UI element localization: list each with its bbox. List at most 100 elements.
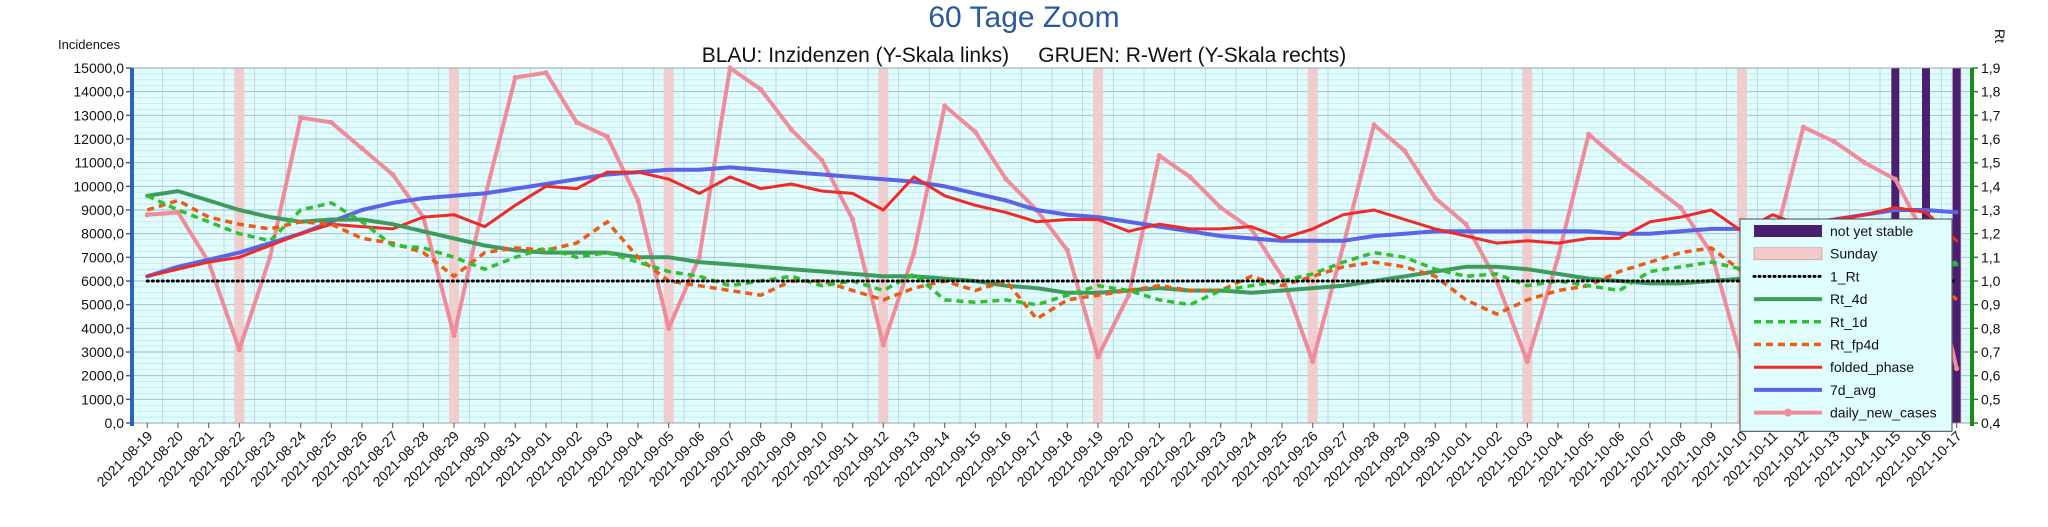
legend-label: folded_phase	[1830, 359, 1914, 375]
series-folded-phase	[145, 170, 1959, 278]
sunday-band	[1522, 68, 1533, 423]
legend-label: Rt_4d	[1830, 291, 1867, 307]
daily-new-cases-point	[942, 103, 948, 109]
daily-new-cases-point	[1064, 247, 1070, 253]
daily-new-cases-point	[574, 119, 580, 126]
daily-new-cases-point	[880, 342, 886, 348]
legend-label: daily_new_cases	[1830, 405, 1937, 421]
daily-new-cases-point	[236, 347, 242, 353]
daily-new-cases-point	[1218, 205, 1224, 211]
y-tick-label-right: 1,8	[1981, 84, 2001, 100]
y-tick-label-left: 1000,0	[81, 391, 124, 407]
y-tick-label-right: 1,9	[1981, 60, 2001, 76]
daily-new-cases-point	[850, 216, 856, 223]
legend-swatch	[1753, 247, 1823, 261]
daily-new-cases-point	[1862, 160, 1868, 166]
y-tick-label-left: 8000,0	[81, 226, 124, 242]
daily-new-cases-point	[635, 197, 641, 204]
daily-new-cases-point	[359, 145, 365, 152]
y-tick-label-left: 12000,0	[73, 131, 124, 147]
y-tick-label-right: 1,0	[1981, 273, 2001, 289]
daily-new-cases-point	[819, 157, 825, 163]
y-tick-label-right: 1,5	[1981, 155, 2001, 171]
daily-new-cases-point	[1647, 181, 1653, 187]
y-tick-label-right: 0,4	[1981, 415, 2001, 431]
daily-new-cases-point	[482, 195, 488, 201]
y-tick-label-left: 14000,0	[73, 84, 124, 100]
daily-new-cases-point	[390, 171, 396, 178]
y-tick-label-right: 0,9	[1981, 297, 2001, 313]
daily-new-cases-point	[1831, 138, 1837, 144]
y-tick-label-right: 1,4	[1981, 178, 2001, 194]
y-tick-label-right: 1,2	[1981, 226, 2001, 242]
legend-label: not yet stable	[1830, 223, 1913, 239]
y-tick-label-left: 13000,0	[73, 107, 124, 123]
y-tick-label-left: 11000,0	[74, 155, 124, 171]
daily-new-cases-point	[1279, 273, 1285, 279]
sunday-band	[1307, 68, 1318, 423]
legend-label: Rt_1d	[1830, 314, 1867, 330]
y-tick-label-right: 1,1	[1981, 249, 2001, 265]
daily-new-cases-point	[1463, 221, 1469, 227]
y-tick-label-right: 1,7	[1981, 107, 2001, 123]
daily-new-cases-point	[328, 119, 334, 126]
y-tick-label-right: 0,5	[1981, 391, 2001, 407]
daily-new-cases-point	[1678, 205, 1684, 211]
daily-new-cases-point	[1156, 152, 1162, 159]
daily-new-cases-point	[1954, 365, 1960, 372]
daily-new-cases-point	[1402, 148, 1408, 154]
daily-new-cases-point	[1586, 131, 1592, 137]
sunday-band	[663, 68, 674, 423]
grid	[131, 67, 1973, 424]
daily-new-cases-point	[604, 134, 610, 140]
daily-new-cases-point	[727, 65, 733, 71]
y-tick-label-left: 7000,0	[81, 249, 124, 265]
y-axis-right-label: Rt	[1992, 29, 2008, 43]
daily-new-cases-point	[512, 74, 518, 81]
not-yet-stable-band	[1952, 68, 1961, 423]
legend-marker	[1784, 408, 1792, 417]
series-rt-4d	[145, 189, 1959, 295]
daily-new-cases-point	[298, 115, 304, 121]
legend-label: 7d_avg	[1830, 382, 1876, 398]
daily-new-cases-point	[911, 250, 917, 256]
sunday-band	[234, 68, 245, 423]
chart-title: 60 Tage Zoom	[928, 1, 1119, 34]
series-7d-avg	[145, 165, 1959, 279]
series-rt-1d	[146, 194, 1958, 307]
y-tick-label-left: 4000,0	[81, 320, 124, 336]
daily-new-cases-point	[1892, 176, 1898, 182]
daily-new-cases-point	[1340, 242, 1346, 249]
y-tick-label-left: 2000,0	[81, 368, 124, 384]
sunday-band	[449, 68, 459, 423]
legend-label: Sunday	[1830, 246, 1877, 262]
y-tick-label-left: 5000,0	[81, 297, 124, 313]
y-tick-label-left: 3000,0	[81, 344, 124, 360]
daily-new-cases-point	[267, 254, 273, 260]
y-tick-label-right: 0,7	[1981, 344, 2001, 360]
legend-label: 1_Rt	[1830, 268, 1860, 284]
daily-new-cases-point	[1524, 358, 1530, 365]
daily-new-cases-point	[1003, 176, 1009, 182]
daily-new-cases-point	[1800, 124, 1806, 130]
daily-new-cases-point	[1095, 354, 1101, 360]
legend: not yet stable Sunday 1_Rt Rt_4d Rt_1d Rt_fp4…	[1739, 218, 1953, 432]
daily-new-cases-point	[696, 254, 702, 260]
y-tick-label-right: 1,3	[1981, 202, 2001, 218]
y-tick-label-right: 1,6	[1981, 131, 2001, 147]
legend-swatch	[1754, 225, 1822, 237]
daily-new-cases-point	[144, 212, 150, 218]
daily-new-cases-point	[788, 126, 794, 133]
y-tick-label-left: 0,0	[105, 415, 125, 431]
daily-new-cases-point	[543, 70, 549, 76]
y-tick-label-left: 9000,0	[81, 202, 124, 218]
y-tick-label-right: 0,8	[1981, 320, 2001, 336]
y-tick-label-left: 6000,0	[81, 273, 124, 289]
sunday-band	[1093, 68, 1103, 423]
y-tick-label-left: 15000,0	[73, 60, 124, 76]
daily-new-cases-point	[1187, 174, 1193, 180]
daily-new-cases-point	[1616, 157, 1622, 163]
daily-new-cases-point	[1310, 358, 1316, 365]
series-daily-new-cases	[145, 66, 1959, 371]
